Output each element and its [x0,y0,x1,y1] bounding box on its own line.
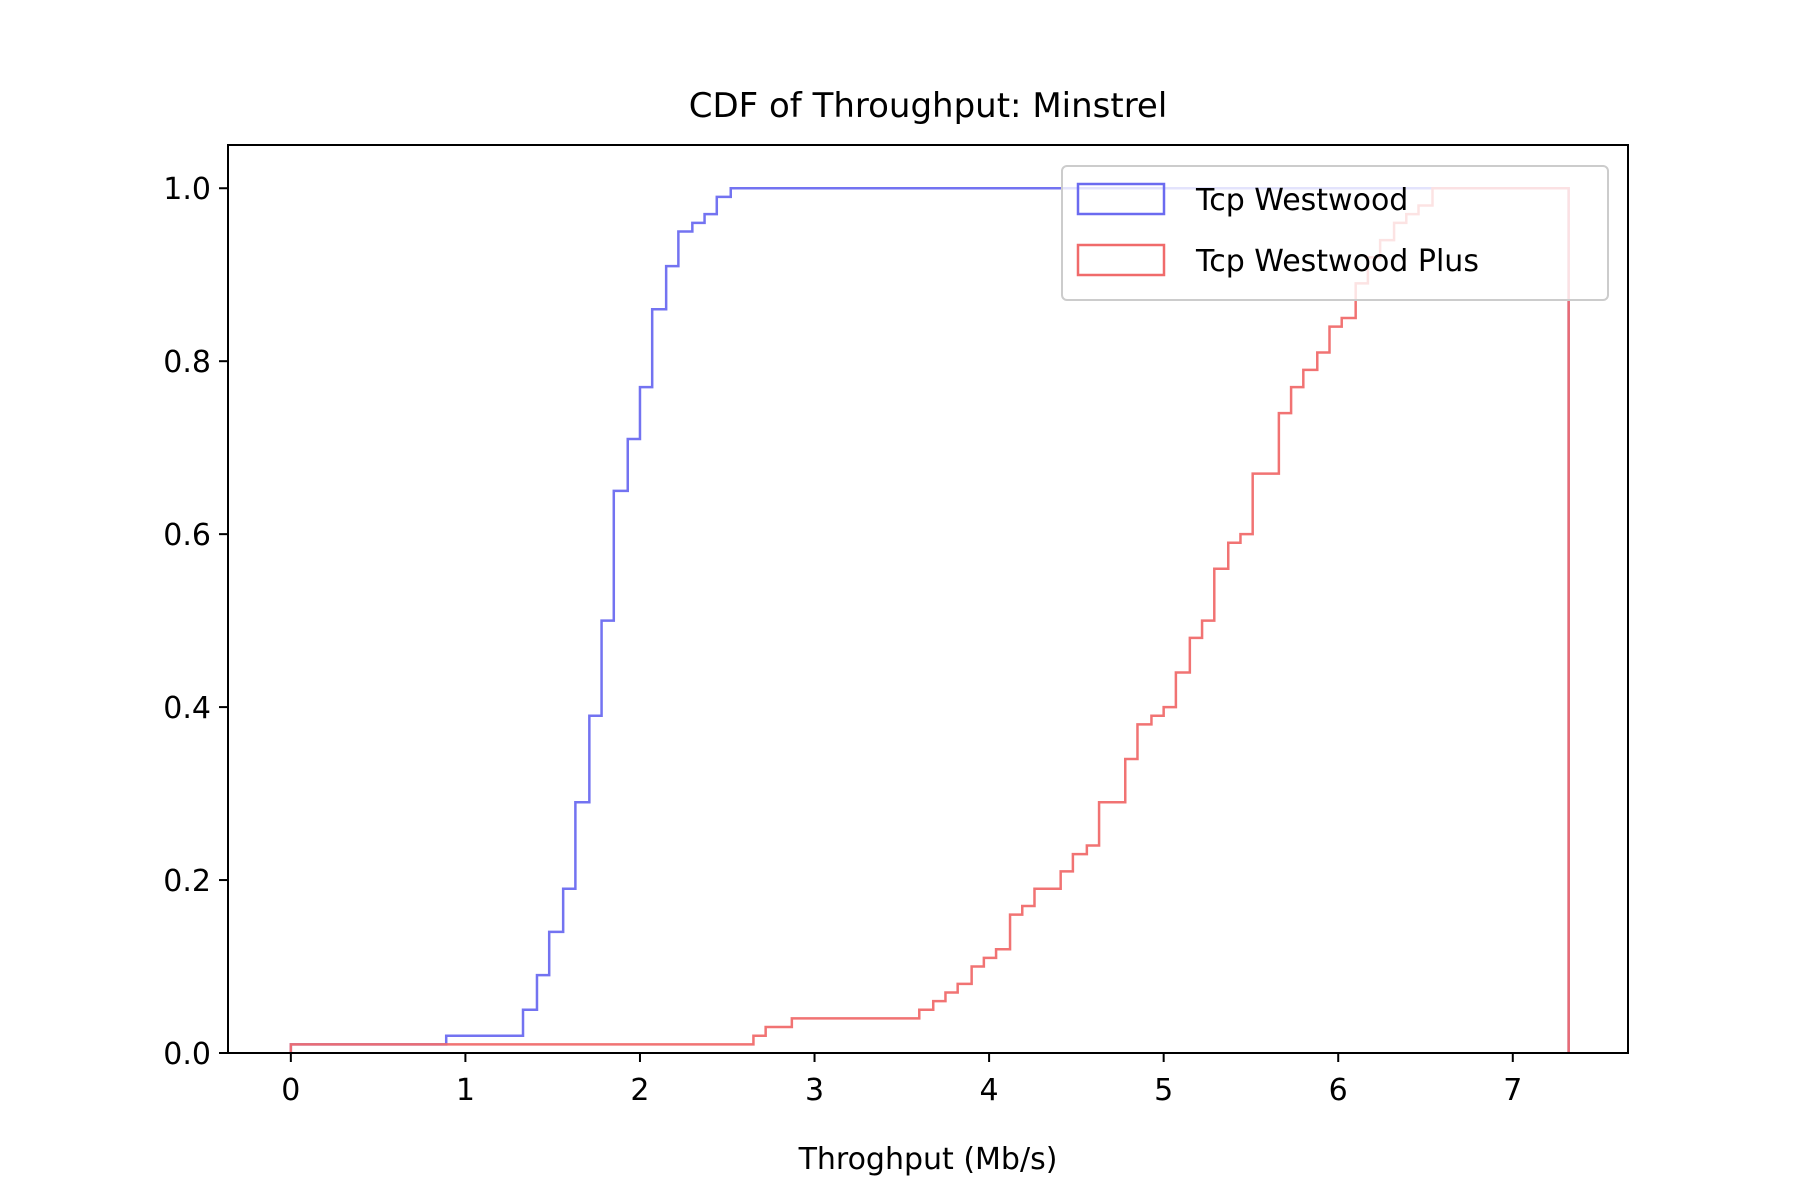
x-axis-label: Throghput (Mb/s) [798,1142,1058,1177]
x-tick-label: 0 [281,1073,300,1108]
y-tick-label: 0.4 [163,691,211,726]
series-line-0 [289,186,1570,1053]
y-tick-label: 0.6 [163,518,211,553]
x-tick-label: 2 [630,1073,649,1108]
legend-box [1061,165,1609,301]
plot-frame [227,144,1629,1054]
x-tick-label: 1 [456,1073,475,1108]
y-tick-label: 0.8 [163,345,211,380]
y-tick-label: 0.0 [163,1037,211,1072]
legend-swatch-1 [1076,243,1166,277]
legend-label-0: Tcp Westwood [1195,183,1408,218]
y-tick-label: 0.2 [163,864,211,899]
x-tick-label: 3 [805,1073,824,1108]
x-tick-label: 4 [980,1073,999,1108]
x-tick-label: 7 [1503,1073,1522,1108]
legend: Tcp Westwood Tcp Westwood Plus [1061,165,1609,301]
legend-label-1: Tcp Westwood Plus [1195,244,1479,279]
legend-swatch-0 [1076,182,1166,216]
y-tick-label: 1.0 [163,172,211,207]
x-tick-label: 5 [1154,1073,1173,1108]
x-tick-label: 6 [1329,1073,1348,1108]
ticks-layer: 0 1 2 3 4 5 6 7 0.0 0.2 0.4 0.6 0.8 1.0 [163,172,1522,1108]
chart-title: CDF of Throughput: Minstrel [689,86,1168,126]
